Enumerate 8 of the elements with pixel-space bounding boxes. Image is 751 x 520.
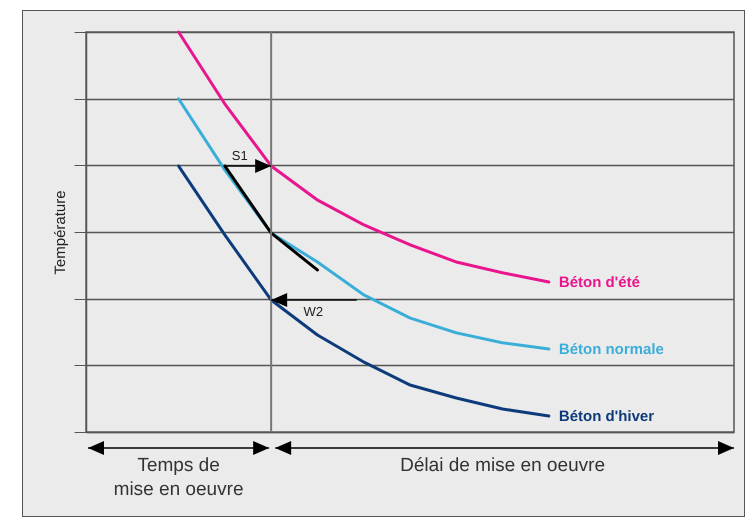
annotation: S1	[232, 148, 248, 163]
annotation: W2	[304, 304, 324, 319]
text: Délai de mise en oeuvre	[400, 455, 606, 476]
series-label: Béton d'hiver	[558, 408, 654, 425]
text: Temps de mise en oeuvre	[114, 455, 244, 500]
series-label: Béton normale	[558, 341, 664, 358]
series-label: Béton d'été	[558, 274, 640, 291]
y-axis-title: Température	[52, 190, 69, 275]
